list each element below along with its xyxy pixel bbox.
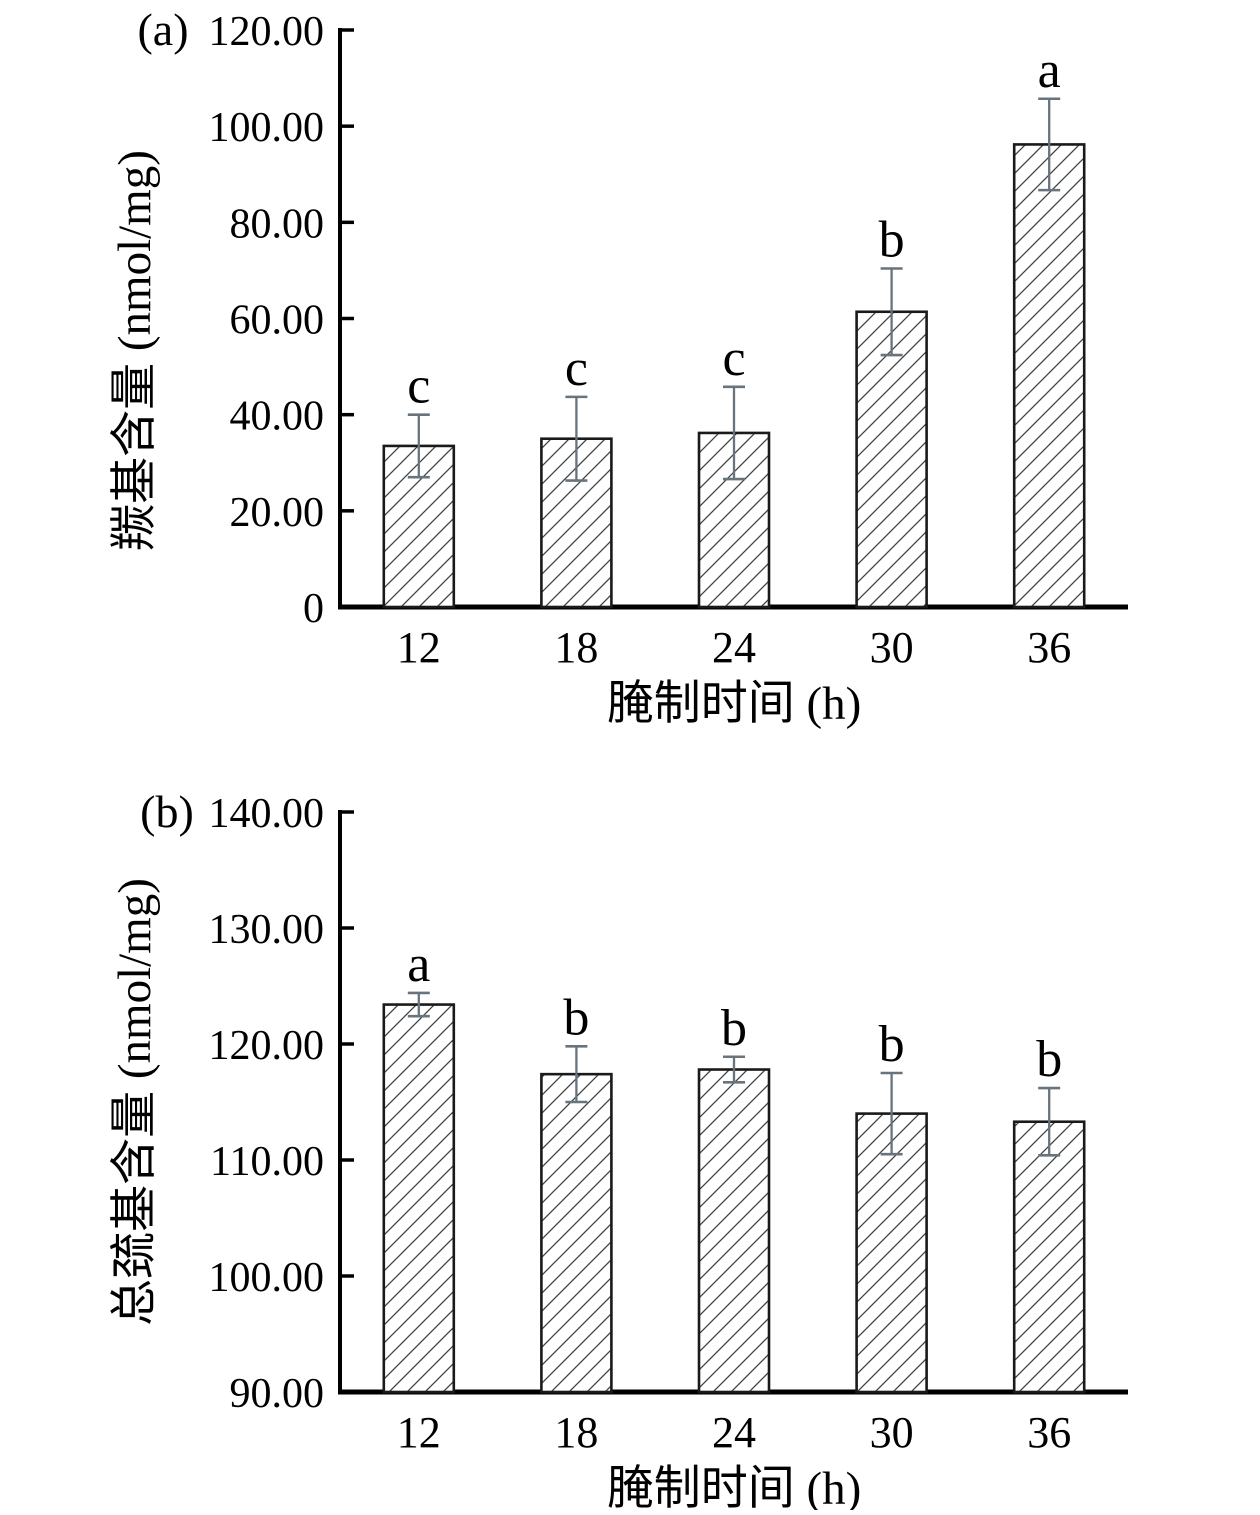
error-bar — [880, 267, 903, 357]
y-tick-label: 100.00 — [209, 1255, 325, 1301]
significance-letter: b — [563, 989, 589, 1046]
y-tick-label: 40.00 — [230, 394, 325, 440]
x-tick-label: 30 — [870, 1408, 914, 1457]
x-tick-label: 36 — [1027, 1408, 1071, 1457]
error-bar — [565, 1045, 588, 1104]
significance-letter: c — [722, 330, 745, 387]
y-tick-label: 110.00 — [210, 1139, 324, 1185]
error-bar — [1038, 1086, 1061, 1157]
chart-panel-b: 90.00 100.00 110.00 120.00 130.00 140.00 (b) 总巯… — [0, 755, 1260, 1515]
x-tick-label: 12 — [397, 623, 441, 672]
significance-letter: b — [879, 1016, 905, 1073]
y-tick-label: 130.00 — [209, 907, 325, 953]
y-tick-label: 0 — [303, 586, 324, 632]
x-tick-label: 30 — [870, 623, 914, 672]
significance-letter: c — [407, 358, 430, 415]
significance-letter: a — [407, 936, 430, 993]
y-tick-label: 60.00 — [230, 298, 325, 344]
bar-chart-svg: 0 20.00 40.00 60.00 80.00 100.00 120.00 (a) 羰基含量… — [109, 4, 1128, 730]
bar — [382, 1003, 456, 1394]
x-tick-label: 24 — [712, 1408, 756, 1457]
x-tick-label: 18 — [554, 1408, 598, 1457]
significance-letter: b — [879, 211, 905, 268]
y-tick-label: 120.00 — [209, 9, 325, 55]
significance-letter: c — [565, 340, 588, 397]
bar — [540, 1072, 613, 1394]
bar — [697, 1068, 771, 1394]
x-tick-label: 36 — [1027, 623, 1071, 672]
bar — [1012, 1120, 1086, 1394]
y-axis-title: 总巯基含量 (nmol/mg) — [109, 878, 161, 1326]
chart-panel-a: 0 20.00 40.00 60.00 80.00 100.00 120.00 (a) 羰基含量… — [0, 0, 1260, 755]
y-tick-label: 80.00 — [230, 201, 325, 247]
error-bar — [723, 1055, 745, 1084]
error-bar — [723, 385, 745, 481]
error-bar — [1038, 97, 1061, 192]
x-tick-label: 24 — [712, 623, 756, 672]
error-bar — [407, 991, 430, 1018]
error-bar — [880, 1071, 903, 1156]
bar — [855, 310, 928, 609]
error-bar — [407, 413, 430, 479]
y-tick-label: 140.00 — [209, 791, 325, 837]
panel-label: (a) — [137, 4, 188, 55]
y-tick-label: 100.00 — [209, 105, 325, 151]
x-tick-label: 18 — [554, 623, 598, 672]
bar — [697, 431, 771, 609]
x-axis-title: 腌制时间 (h) — [607, 1463, 862, 1510]
bar-chart-svg: 90.00 100.00 110.00 120.00 130.00 140.00 (b) 总巯… — [109, 786, 1128, 1515]
significance-letter: b — [1036, 1031, 1062, 1088]
bar — [1012, 143, 1086, 609]
significance-letter: a — [1038, 42, 1061, 99]
panel-label: (b) — [140, 786, 194, 837]
y-tick-label: 90.00 — [230, 1371, 325, 1417]
y-axis-title: 羰基含量 (nmol/mg) — [109, 150, 161, 551]
x-tick-label: 12 — [397, 1408, 441, 1457]
y-tick-label: 120.00 — [209, 1023, 325, 1069]
y-tick-label: 20.00 — [230, 490, 325, 536]
significance-letter: b — [721, 1000, 747, 1057]
x-axis-title: 腌制时间 (h) — [607, 678, 862, 730]
error-bar — [565, 395, 588, 482]
